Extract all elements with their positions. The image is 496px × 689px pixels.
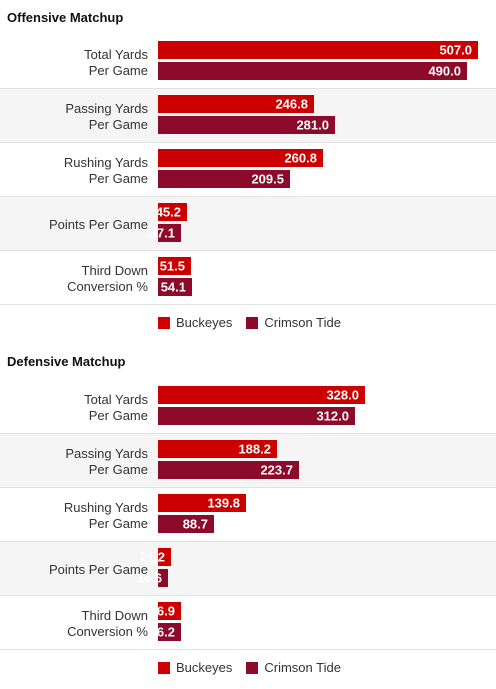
- bar-crimson-tide: [158, 116, 335, 134]
- data-label: 88.7: [183, 517, 208, 532]
- bar-buckeyes: [158, 149, 323, 167]
- legend-item-crimson-tide: Crimson Tide: [246, 315, 341, 330]
- bar-crimson-tide: [158, 461, 299, 479]
- category-label-line: Points Per Game: [49, 217, 148, 232]
- data-label: 209.5: [251, 172, 284, 187]
- legend-swatch-crimson-tide: [246, 661, 259, 674]
- bar-crimson-tide: [158, 278, 192, 296]
- category-label: Rushing Yards Per Game: [64, 155, 149, 186]
- bar-buckeyes: [158, 41, 478, 59]
- category-label-line: Third Down: [82, 608, 148, 623]
- section-title: Offensive Matchup: [7, 10, 124, 25]
- data-label: 36.9: [150, 604, 175, 619]
- category-label: Points Per Game: [49, 562, 148, 577]
- category-label-line: Passing Yards: [65, 101, 148, 116]
- category-label-line: Per Game: [89, 63, 148, 78]
- category-label-line: Total Yards: [84, 392, 148, 407]
- legend-swatch-buckeyes: [158, 316, 170, 329]
- category-label: Third Down Conversion %: [67, 263, 148, 294]
- bar-buckeyes: [158, 602, 181, 620]
- category-label-line: Per Game: [89, 516, 148, 531]
- bar-crimson-tide: [158, 569, 168, 587]
- category-label-line: Per Game: [89, 117, 148, 132]
- bar-buckeyes: [158, 203, 187, 221]
- legend-label: Buckeyes: [176, 660, 233, 675]
- data-label: 490.0: [428, 64, 461, 79]
- category-label: Third Down Conversion %: [67, 608, 148, 639]
- data-label: 139.8: [207, 496, 240, 511]
- legend-swatch-crimson-tide: [246, 316, 259, 329]
- category-label-line: Passing Yards: [65, 446, 148, 461]
- data-label: 45.2: [156, 205, 181, 220]
- legend-label: Buckeyes: [176, 315, 233, 330]
- bar-crimson-tide: [158, 170, 290, 188]
- legend-label: Crimson Tide: [264, 660, 341, 675]
- data-label: 36.2: [150, 625, 175, 640]
- category-label-line: Points Per Game: [49, 562, 148, 577]
- bar-buckeyes: [158, 548, 171, 566]
- bar-crimson-tide: [158, 515, 214, 533]
- data-label: 312.0: [316, 409, 349, 424]
- data-label: 246.8: [275, 97, 308, 112]
- legend-swatch-buckeyes: [158, 661, 170, 674]
- category-label: Points Per Game: [49, 217, 148, 232]
- bar-crimson-tide: [158, 224, 181, 242]
- bar-buckeyes: [158, 95, 314, 113]
- data-label: 328.0: [326, 388, 359, 403]
- category-label-line: Total Yards: [84, 47, 148, 62]
- row-band: [0, 197, 496, 251]
- section-title: Defensive Matchup: [7, 354, 126, 369]
- category-label: Rushing Yards Per Game: [64, 500, 149, 531]
- category-label: Passing Yards Per Game: [65, 101, 148, 132]
- legend-item-crimson-tide: Crimson Tide: [246, 660, 341, 675]
- category-label-line: Third Down: [82, 263, 148, 278]
- bar-crimson-tide: [158, 62, 467, 80]
- category-label-line: Conversion %: [67, 279, 148, 294]
- legend-label: Crimson Tide: [264, 315, 341, 330]
- category-label: Passing Yards Per Game: [65, 446, 148, 477]
- category-label-line: Per Game: [89, 171, 148, 186]
- data-label: 21.2: [140, 550, 165, 565]
- data-label: 223.7: [260, 463, 293, 478]
- row-band: [0, 542, 496, 596]
- data-label: 188.2: [238, 442, 271, 457]
- bar-crimson-tide: [158, 623, 181, 641]
- legend-item-buckeyes: Buckeyes: [158, 660, 232, 675]
- bar-crimson-tide: [158, 407, 355, 425]
- bar-buckeyes: [158, 257, 191, 275]
- data-label: 260.8: [284, 151, 317, 166]
- data-label: 51.5: [160, 259, 185, 274]
- category-label-line: Rushing Yards: [64, 500, 149, 515]
- data-label: 37.1: [150, 226, 175, 241]
- category-label-line: Conversion %: [67, 624, 148, 639]
- chart-legend: Buckeyes Crimson Tide: [158, 315, 341, 330]
- legend-item-buckeyes: Buckeyes: [158, 315, 232, 330]
- category-label-line: Per Game: [89, 462, 148, 477]
- category-label: Total Yards Per Game: [84, 392, 148, 423]
- category-label-line: Rushing Yards: [64, 155, 149, 170]
- chart-legend: Buckeyes Crimson Tide: [158, 660, 341, 675]
- data-label: 507.0: [439, 43, 472, 58]
- bar-buckeyes: [158, 494, 246, 512]
- data-label: 281.0: [296, 118, 329, 133]
- data-label: 16.6: [137, 571, 162, 586]
- bar-buckeyes: [158, 386, 365, 404]
- category-label: Total Yards Per Game: [84, 47, 148, 78]
- bar-buckeyes: [158, 440, 277, 458]
- data-label: 54.1: [161, 280, 186, 295]
- category-label-line: Per Game: [89, 408, 148, 423]
